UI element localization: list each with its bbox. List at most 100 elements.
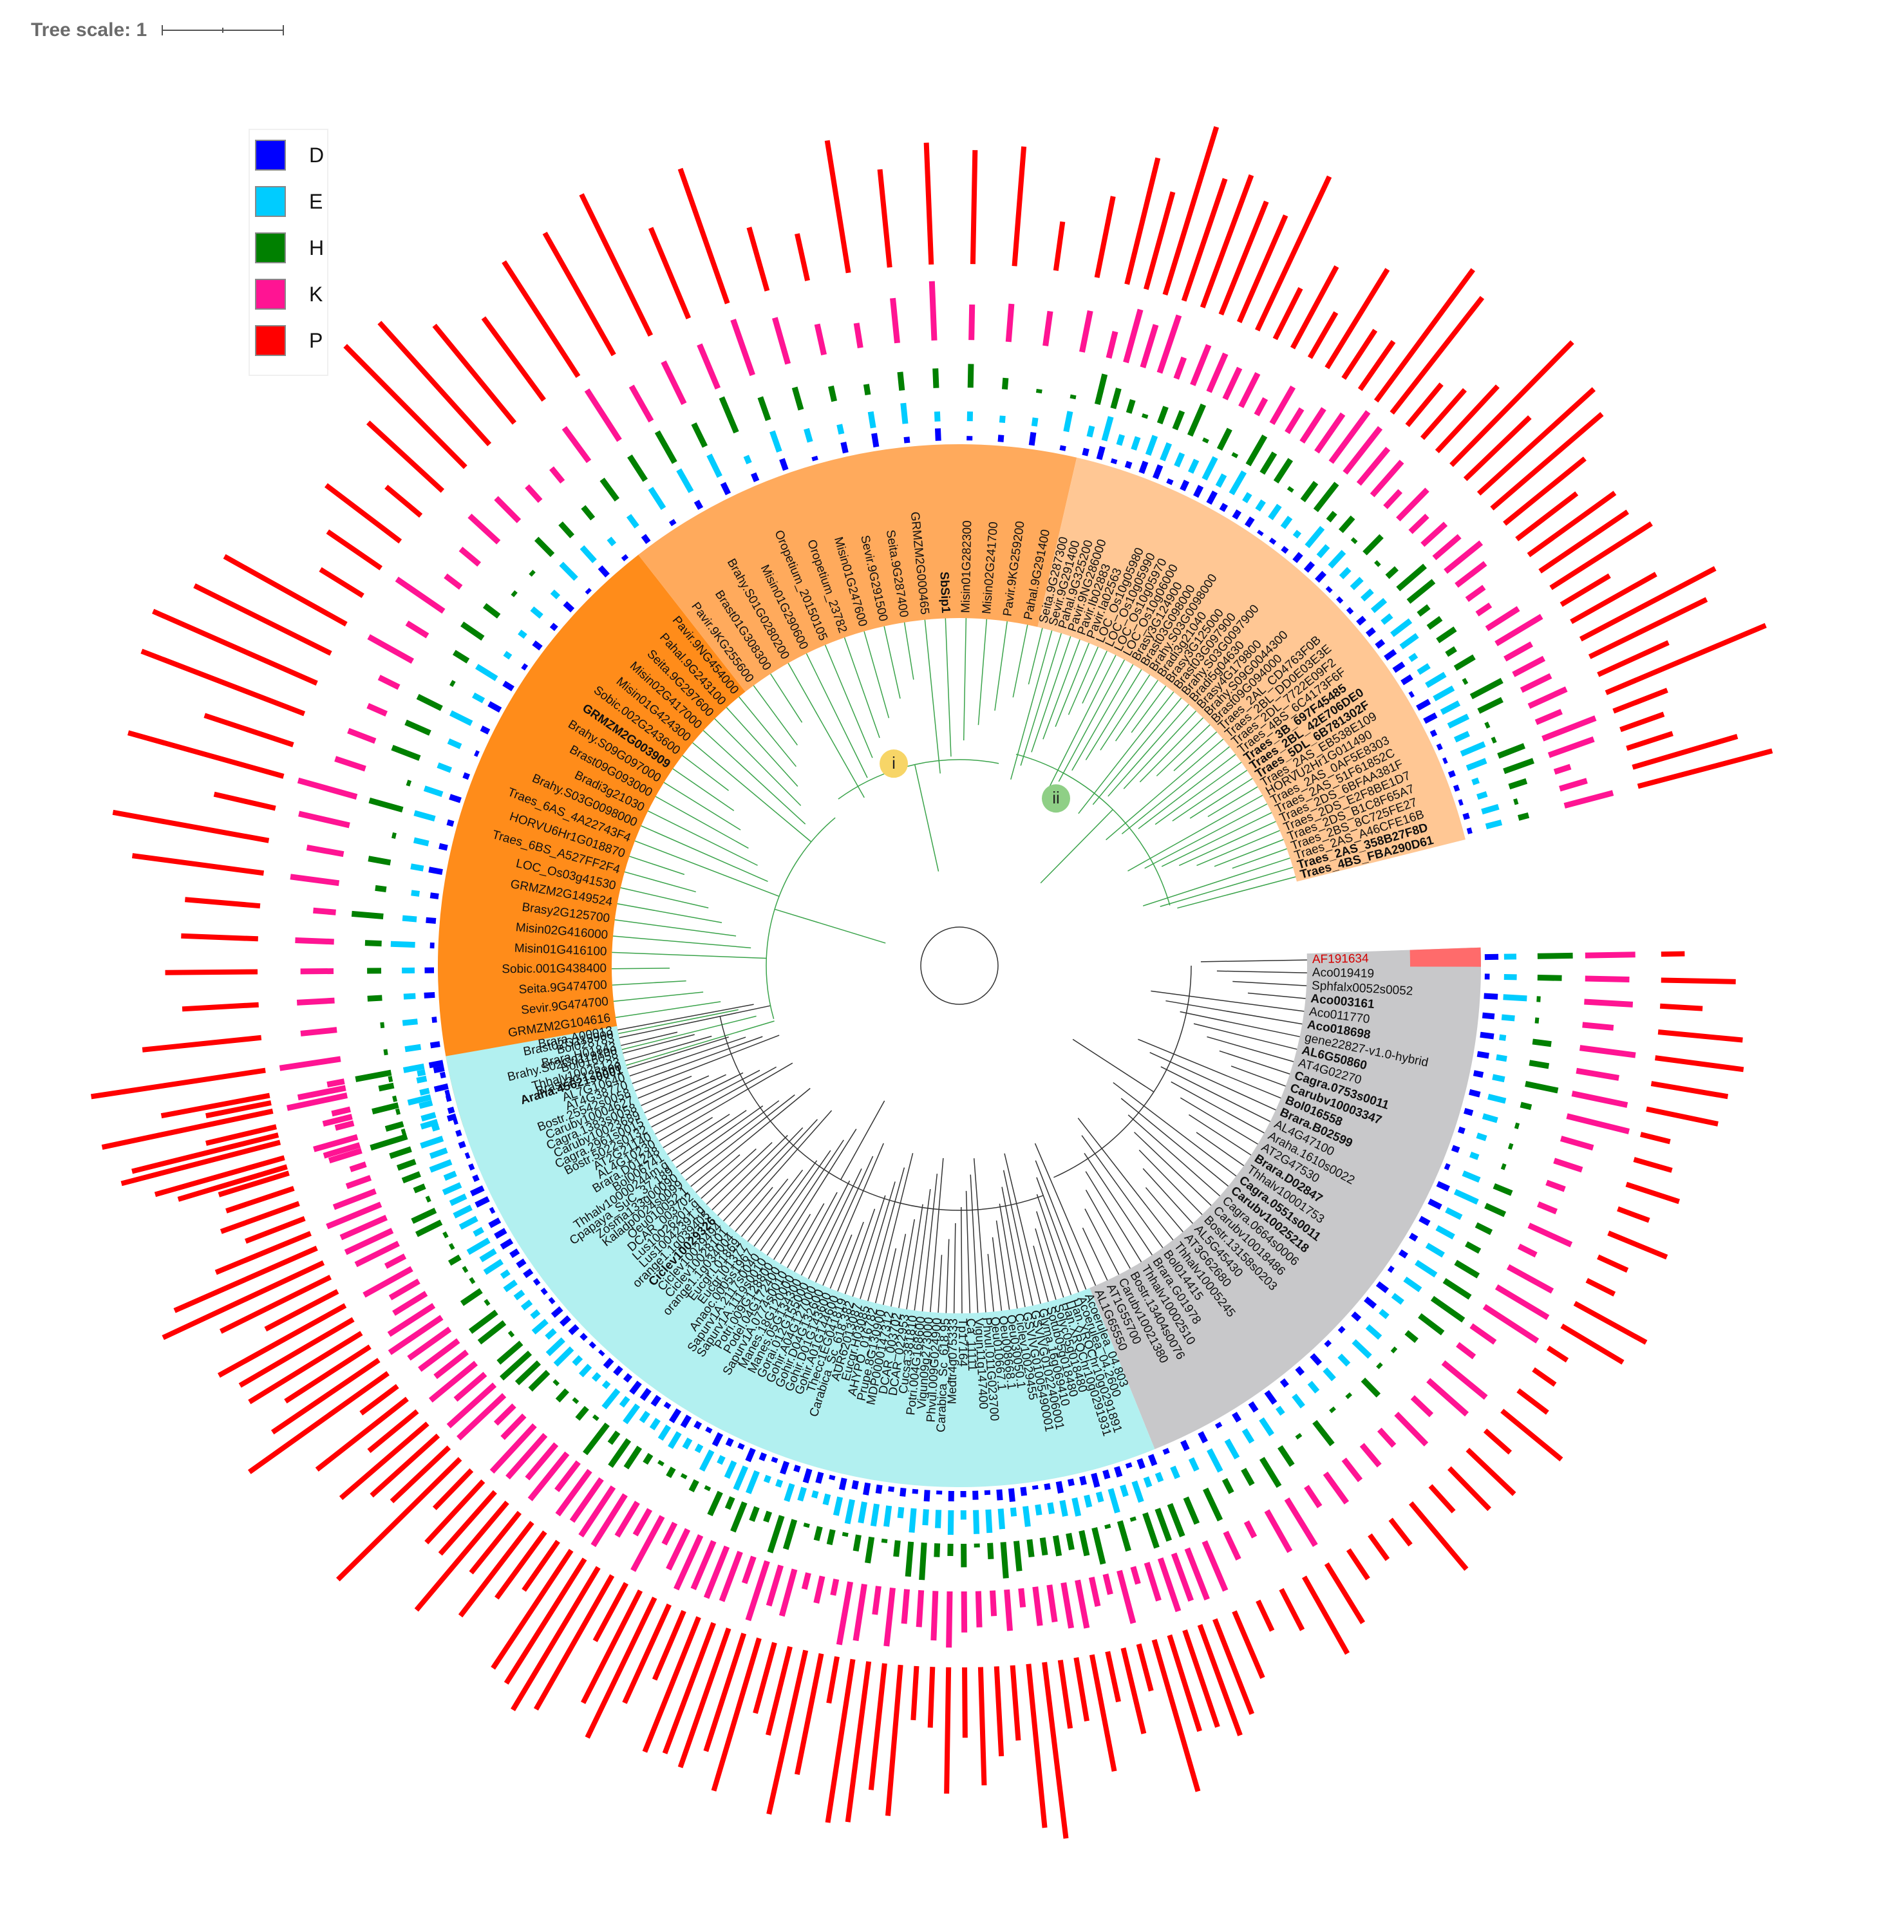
- ring-bar-h: [534, 536, 555, 558]
- branch-line: [987, 1253, 994, 1312]
- ring-bar-e: [1188, 1457, 1200, 1472]
- branch-line: [1055, 642, 1089, 727]
- branch-line: [852, 1195, 886, 1297]
- ring-bar-k: [661, 1521, 678, 1546]
- ring-bar-e: [1292, 1393, 1305, 1409]
- ring-bar-k: [467, 513, 501, 545]
- ring-bar-k: [1420, 521, 1448, 547]
- ring-bar-h: [1141, 413, 1149, 419]
- ring-bar-p: [1136, 1643, 1154, 1692]
- branch-line: [747, 1169, 804, 1242]
- ring-bar-e: [1155, 1472, 1164, 1483]
- branch-line: [945, 618, 952, 757]
- ring-bar-e: [1481, 803, 1500, 815]
- ring-bar-p: [225, 1186, 295, 1214]
- ring-bar-k: [1359, 1443, 1382, 1468]
- ring-bar-d: [585, 588, 592, 595]
- ring-bar-e: [1307, 1380, 1320, 1394]
- ring-bar-p: [1573, 1300, 1648, 1345]
- ring-bar-p: [1659, 1003, 1703, 1011]
- ring-bar-p: [1057, 1660, 1073, 1729]
- ring-bar-k: [527, 1451, 570, 1501]
- ring-bar-k: [1534, 709, 1563, 726]
- ring-bar-e: [639, 1411, 650, 1423]
- ring-bar-p: [1307, 311, 1339, 359]
- ring-bar-p: [218, 1170, 290, 1197]
- ring-bar-p: [185, 897, 261, 909]
- branch-line: [787, 662, 865, 798]
- ring-bar-k: [326, 1201, 382, 1230]
- branch-line: [667, 1114, 730, 1155]
- ring-bar-e: [413, 837, 429, 847]
- ring-bar-d: [1055, 1481, 1064, 1494]
- ring-bar-d: [426, 917, 437, 924]
- ring-bar-e: [657, 1424, 672, 1441]
- ring-bar-h: [1385, 566, 1399, 579]
- ring-bar-p: [1570, 572, 1657, 624]
- ring-bar-d: [693, 1420, 702, 1430]
- ring-bar-p: [112, 809, 270, 843]
- ring-bar-d: [815, 1472, 824, 1484]
- ring-bar-e: [1390, 618, 1413, 637]
- branch-line: [1178, 821, 1276, 867]
- branch-line: [613, 991, 704, 1002]
- ring-bar-d: [1416, 699, 1431, 711]
- ring-bar-h: [666, 1467, 676, 1478]
- branch-line: [753, 1160, 818, 1247]
- ring-bar-p: [90, 1067, 266, 1100]
- ring-bar-h: [581, 505, 596, 521]
- ring-bar-h: [1484, 722, 1491, 729]
- branch-line: [655, 796, 749, 849]
- ring-bar-h: [1295, 1432, 1303, 1440]
- ring-bar-e: [836, 424, 845, 435]
- ring-bar-k: [1432, 534, 1462, 561]
- ring-bar-e: [1476, 1132, 1487, 1141]
- ring-bar-e: [1365, 1324, 1382, 1340]
- ring-bar-p: [1527, 491, 1617, 558]
- ring-bar-d: [650, 1394, 662, 1407]
- branch-line: [1232, 980, 1307, 986]
- branch-line: [671, 1110, 747, 1162]
- ring-bar-p: [824, 140, 851, 274]
- branch-line: [1160, 1066, 1271, 1122]
- ring-bar-e: [503, 651, 513, 660]
- ring-bar-p: [1120, 1647, 1147, 1734]
- ring-bar-e: [449, 1193, 467, 1206]
- sector-basal-gray: [1089, 947, 1481, 1450]
- ring-bar-k: [1323, 1471, 1350, 1505]
- clade-label-group-i: i: [892, 753, 896, 773]
- branch-line: [992, 1237, 1003, 1311]
- ring-bar-k: [1173, 356, 1187, 380]
- ring-bar-k: [1512, 655, 1546, 677]
- branch-line: [614, 919, 737, 937]
- ring-bar-k: [1444, 540, 1484, 574]
- ring-bar-p: [648, 227, 692, 319]
- ring-bar-d: [668, 1408, 682, 1423]
- ring-bar-k: [334, 1120, 355, 1131]
- ring-bar-d: [455, 1129, 462, 1137]
- ring-bar-d: [1451, 1145, 1460, 1153]
- ring-bar-k: [1102, 1573, 1113, 1595]
- ring-bar-k: [1475, 602, 1493, 617]
- ring-bar-p: [173, 1245, 318, 1313]
- branch-line: [1077, 1118, 1174, 1241]
- ring-bar-k: [690, 1540, 717, 1590]
- ring-bar-h: [404, 719, 431, 736]
- ring-bar-e: [763, 1474, 771, 1483]
- ring-bar-k: [1503, 641, 1533, 662]
- branch-line: [712, 1135, 788, 1211]
- ring-bar-e: [601, 1388, 621, 1410]
- ring-bar-h: [469, 1277, 476, 1284]
- ring-bar-p: [1409, 1501, 1469, 1571]
- ring-bar-p: [1162, 126, 1220, 296]
- branch-line: [612, 952, 767, 959]
- ring-bar-e: [442, 1182, 462, 1196]
- ring-bar-p: [325, 483, 402, 544]
- branch-line: [929, 1158, 944, 1313]
- ring-bar-d: [1059, 445, 1066, 451]
- ring-bar-p: [238, 1317, 355, 1388]
- branch-line: [1028, 628, 1043, 685]
- legend-label-h: H: [309, 236, 325, 259]
- ring-bar-e: [743, 455, 752, 465]
- ring-bar-d: [1147, 1454, 1158, 1467]
